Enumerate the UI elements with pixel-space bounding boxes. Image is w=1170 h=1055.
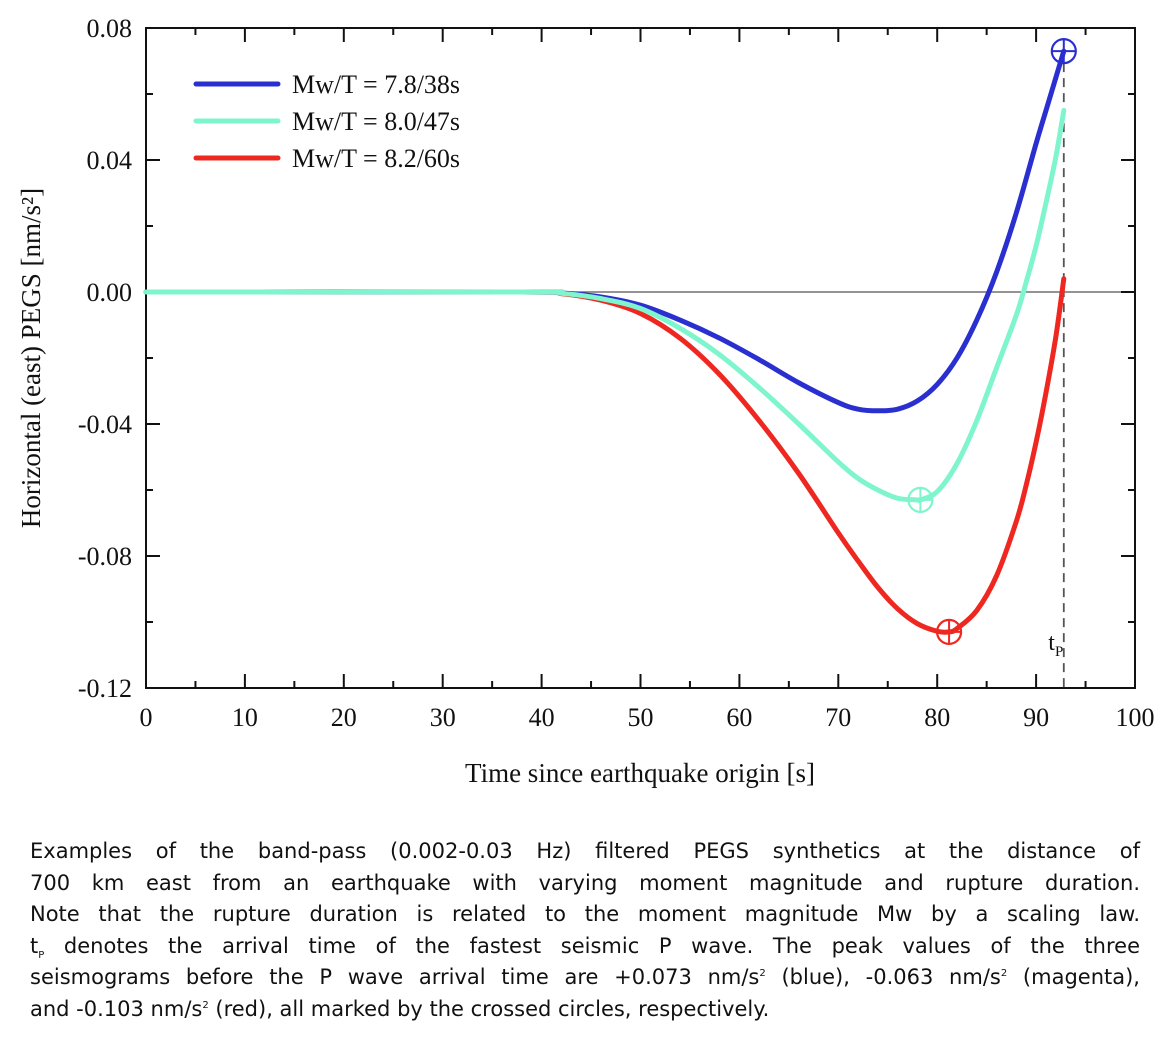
- peak-marker-1: [1050, 37, 1077, 65]
- p-arrival-label: tP: [1048, 630, 1063, 660]
- legend-label-3: Mw/T = 8.2/60s: [292, 144, 460, 173]
- series-line-3: [143, 276, 1067, 635]
- caption-line-6: and -0.103 nm/s2 (red), all marked by th…: [30, 994, 1140, 1026]
- y-tick-label: 0.04: [87, 146, 133, 175]
- x-tick-label: 20: [331, 703, 357, 732]
- x-tick-label: 0: [140, 703, 153, 732]
- x-tick-label: 90: [1023, 703, 1049, 732]
- y-tick-label: 0.08: [87, 14, 133, 43]
- caption-line-5-b: (blue), -0.063 nm/s: [765, 965, 1001, 989]
- y-axis-title: Horizontal (east) PEGS [nm/s²]: [16, 188, 46, 528]
- series-group: [143, 48, 1067, 635]
- y-tick-label: -0.12: [78, 674, 132, 703]
- peak-marker-3: [935, 618, 963, 646]
- caption-sup-1: 2: [759, 968, 766, 979]
- peak-marker-2: [907, 486, 934, 513]
- caption-line-4-text: denotes the arrival time of the fastest …: [44, 933, 1140, 958]
- pegs-line-chart: 0 10 20 30 40 50 60 70 80 90 100 0.08 0.04 0.00 -0.04 -…: [16, 14, 1155, 788]
- legend-label-1: Mw/T = 7.8/38s: [292, 70, 460, 99]
- x-tick-label: 70: [825, 703, 851, 732]
- x-tick-label: 40: [529, 703, 555, 732]
- x-tick-label: 100: [1116, 703, 1155, 732]
- caption-line-4: tP denotes the arrival time of the faste…: [30, 931, 1140, 963]
- x-tick-label: 30: [430, 703, 456, 732]
- caption-tp-subscript: P: [38, 949, 45, 961]
- caption-line-6-b: (red), all marked by the crossed circles…: [208, 996, 770, 1021]
- x-axis-title: Time since earthquake origin [s]: [465, 758, 815, 788]
- y-tick-label: 0.00: [87, 278, 133, 307]
- caption-line-5: seismograms before the P wave arrival ti…: [30, 962, 1140, 994]
- series-line-1: [143, 48, 1067, 414]
- caption-line-6-a: and -0.103 nm/s: [30, 996, 203, 1021]
- caption-line-3: Note that the rupture duration is relate…: [30, 902, 1140, 926]
- figure-caption: Examples of the band-pass (0.002-0.03 Hz…: [30, 836, 1140, 1025]
- caption-line-2: 700 km east from an earthquake with vary…: [30, 870, 1140, 895]
- caption-line-5-a: seismograms before the P wave arrival ti…: [30, 965, 760, 989]
- x-tick-label: 10: [232, 703, 258, 732]
- caption-line-1: Examples of the band-pass (0.002-0.03 Hz…: [30, 839, 1140, 863]
- legend-label-2: Mw/T = 8.0/47s: [292, 107, 460, 136]
- legend: Mw/T = 7.8/38s Mw/T = 8.0/47s Mw/T = 8.2/6…: [193, 70, 460, 173]
- y-tick-label: -0.04: [78, 410, 132, 439]
- peak-markers-group: [907, 37, 1077, 646]
- x-tick-label: 50: [628, 703, 654, 732]
- caption-sup-2: 2: [1000, 968, 1008, 979]
- caption-line-5-c: (magenta),: [1007, 965, 1140, 989]
- x-tick-label: 60: [726, 703, 752, 732]
- y-tick-label: -0.08: [78, 542, 132, 571]
- caption-tp-symbol: t: [30, 933, 39, 958]
- series-line-2: [143, 108, 1067, 504]
- caption-sup-3: 2: [202, 999, 209, 1011]
- axes-group: 0 10 20 30 40 50 60 70 80 90 100 0.08 0.04 0.00 -0.04 -…: [78, 14, 1155, 732]
- x-tick-label: 80: [924, 703, 950, 732]
